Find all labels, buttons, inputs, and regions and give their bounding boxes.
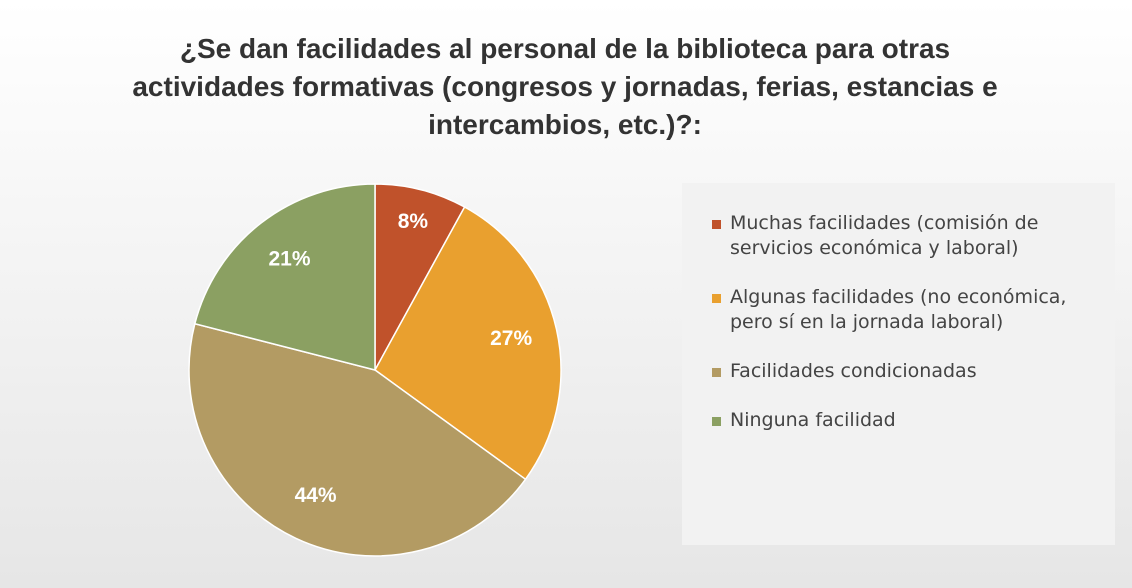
legend-item: Ninguna facilidad <box>712 408 1080 433</box>
legend-swatch <box>712 220 721 229</box>
legend-label: Muchas facilidades (comisión de servicio… <box>730 212 1039 259</box>
legend-label: Ninguna facilidad <box>730 409 896 431</box>
legend-item: Algunas facilidades (no económica, pero … <box>712 285 1080 335</box>
chart-title: ¿Se dan facilidades al personal de la bi… <box>132 33 998 140</box>
legend-swatch <box>712 294 721 303</box>
pie-slice <box>193 183 376 371</box>
legend-item: Muchas facilidades (comisión de servicio… <box>712 211 1080 261</box>
pie-slice <box>374 205 562 481</box>
data-label: 44% <box>295 484 337 507</box>
legend-label: Algunas facilidades (no económica, pero … <box>730 286 1067 333</box>
legend: Muchas facilidades (comisión de servicio… <box>682 183 1115 545</box>
legend-swatch <box>712 417 721 426</box>
legend-label: Facilidades condicionadas <box>730 360 977 382</box>
legend-item: Facilidades condicionadas <box>712 359 1080 384</box>
pie-chart: 8% 27% 44% 21% <box>188 183 562 557</box>
legend-swatch <box>712 368 721 377</box>
data-label: 21% <box>268 247 310 270</box>
pie-slice <box>374 183 466 371</box>
data-label: 27% <box>490 327 532 350</box>
pie-slice <box>188 322 527 557</box>
data-label: 8% <box>398 210 429 233</box>
